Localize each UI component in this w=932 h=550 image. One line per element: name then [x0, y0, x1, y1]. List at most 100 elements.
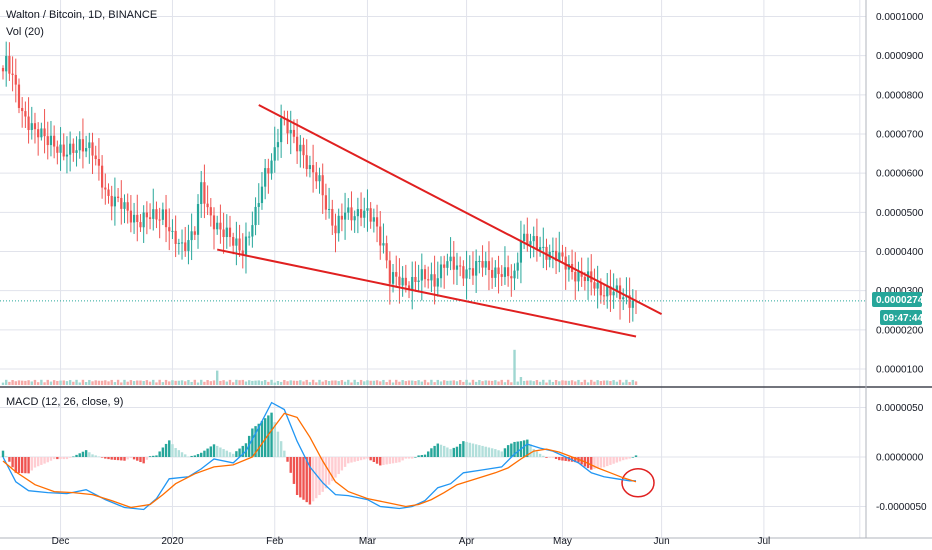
macd-histogram-bar	[187, 456, 190, 458]
macd-histogram-bar	[462, 441, 465, 457]
volume-bar	[289, 380, 292, 385]
volume-bar	[596, 380, 599, 385]
macd-histogram-bar	[129, 457, 133, 459]
volume-bar	[433, 382, 436, 385]
candle-body	[602, 295, 606, 297]
macd-histogram-bar	[196, 454, 200, 457]
candle-body	[101, 165, 104, 188]
candle-body	[379, 226, 382, 246]
volume-bar	[203, 381, 206, 385]
candle-body	[327, 208, 331, 210]
candle-body	[523, 233, 526, 241]
macd-histogram-bar	[474, 444, 478, 457]
candle-body	[267, 168, 270, 174]
volume-bar	[184, 381, 187, 385]
volume-bar	[254, 380, 257, 385]
volume-bar	[305, 379, 308, 385]
volume-bar	[490, 380, 494, 385]
candle-body	[449, 256, 452, 262]
macd-histogram-bar	[17, 457, 21, 473]
volume-bar	[567, 380, 571, 385]
upper-trendline	[258, 104, 663, 316]
macd-histogram-bar	[458, 443, 462, 457]
candle-body	[558, 252, 561, 261]
candle-body	[129, 210, 132, 223]
macd-histogram-bar	[356, 457, 360, 461]
macd-histogram-bar	[168, 440, 171, 457]
volume-bar	[474, 381, 478, 385]
volume-bar	[216, 370, 219, 385]
candle-body	[513, 270, 516, 279]
candle-body	[235, 238, 238, 246]
candle-body	[203, 182, 206, 204]
volume-bar	[458, 379, 462, 385]
volume-bar	[158, 379, 161, 385]
candle-body	[433, 274, 436, 287]
macd-histogram-bar	[606, 457, 609, 467]
volume-bar	[283, 379, 286, 385]
macd-histogram-bar	[391, 457, 395, 464]
candlestick-series	[0, 41, 866, 323]
macd-histogram-bar	[561, 457, 564, 461]
volume-bar	[327, 380, 331, 385]
macd-histogram-bar	[510, 443, 513, 457]
candle-body	[583, 276, 586, 282]
macd-histogram-bar	[94, 455, 97, 457]
volume-bar	[337, 381, 340, 385]
volume-label[interactable]: Vol (20)	[6, 26, 44, 38]
volume-bar	[164, 379, 168, 385]
macd-histogram-bar	[308, 457, 312, 505]
candle-body	[177, 242, 180, 244]
macd-histogram-bar	[139, 457, 142, 463]
macd-histogram-bar	[132, 457, 136, 460]
candle-body	[33, 123, 37, 130]
candle-body	[369, 208, 372, 222]
volume-bar	[375, 380, 379, 385]
volume-bar	[116, 379, 120, 385]
volume-bar	[625, 379, 628, 385]
macd-histogram-bar	[452, 447, 455, 457]
macd-histogram-bar	[331, 457, 334, 482]
volume-bar	[340, 380, 344, 385]
candle-body	[535, 236, 539, 250]
volume-bar	[302, 381, 305, 385]
volume-bar	[225, 381, 228, 385]
candle-body	[27, 116, 30, 131]
symbol-title[interactable]: Walton / Bitcoin, 1D, BINANCE	[6, 9, 157, 21]
volume-bar	[251, 380, 254, 385]
volume-bar	[465, 379, 468, 385]
macd-histogram-bar	[164, 443, 168, 457]
macd-histogram-bar	[148, 456, 152, 457]
macd-histogram-bar	[542, 455, 545, 457]
candle-body	[331, 208, 334, 226]
macd-histogram-bar	[40, 457, 43, 465]
candle-body	[475, 261, 478, 276]
candle-body	[561, 252, 564, 257]
candle-body	[340, 215, 343, 220]
macd-label[interactable]: MACD (12, 26, close, 9)	[6, 396, 123, 408]
volume-bar	[350, 382, 353, 385]
candle-body	[471, 268, 475, 276]
candle-body	[510, 276, 513, 279]
macd-histogram-bar	[158, 451, 161, 457]
candle-body	[8, 55, 11, 74]
macd-histogram-bar	[558, 457, 561, 461]
trendline-drawings[interactable]	[216, 104, 663, 498]
macd-histogram-bar	[59, 457, 62, 460]
volume-bar	[548, 379, 551, 385]
candle-body	[206, 203, 209, 208]
volume-bar	[590, 379, 593, 385]
candle-body	[212, 215, 216, 230]
volume-bar	[43, 382, 46, 385]
macd-histogram-bar	[14, 457, 17, 473]
candle-body	[606, 286, 609, 297]
candle-body	[599, 282, 602, 296]
macd-histogram-bar	[506, 445, 510, 457]
volume-bar	[634, 381, 638, 385]
time-tick-label: Apr	[459, 536, 475, 547]
candle-body	[443, 264, 446, 268]
macd-histogram-bar	[615, 457, 619, 463]
volume-bar	[372, 380, 376, 385]
price-tick-label: 0.0000700	[876, 130, 924, 141]
